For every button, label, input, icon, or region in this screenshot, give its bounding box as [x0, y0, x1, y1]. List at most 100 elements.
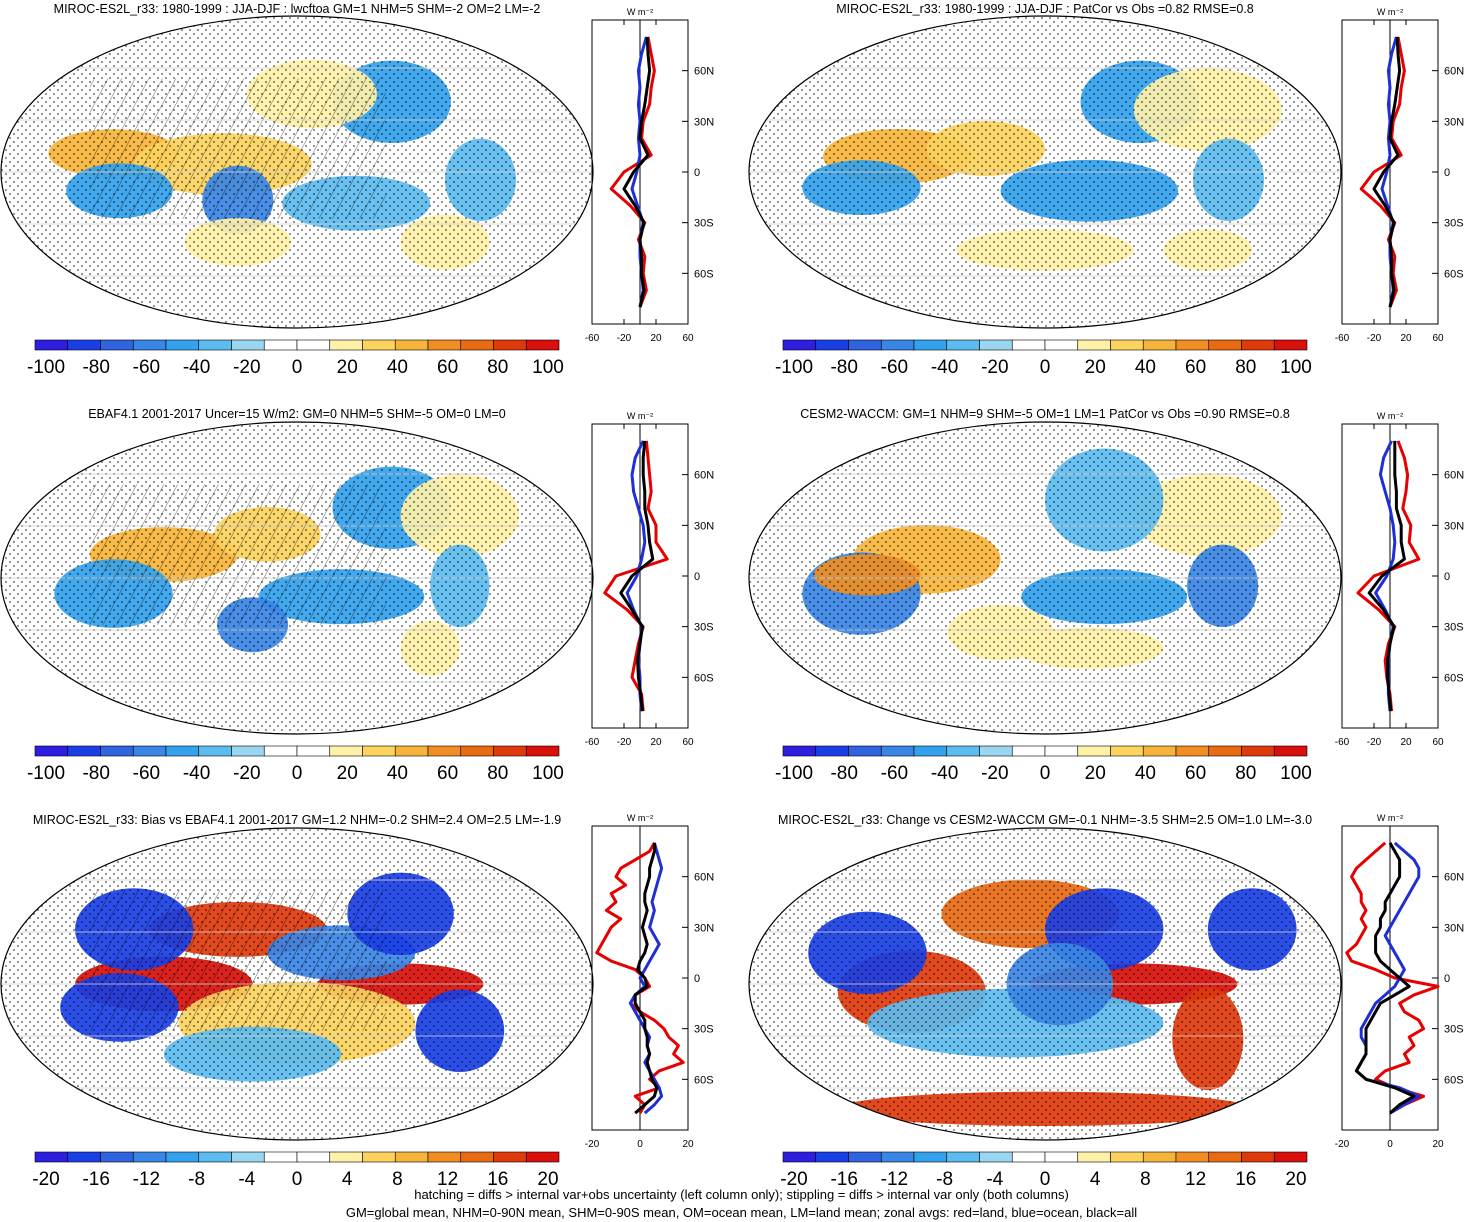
lat-tick-label: 30N: [1444, 922, 1464, 934]
colorbar-label: -16: [830, 1169, 857, 1190]
panel-6: MIROC-ES2L_r33: Change vs CESM2-WACCM GM…: [748, 813, 1464, 1190]
colorbar-swatch: [815, 1151, 849, 1163]
colorbar-swatch: [979, 339, 1013, 351]
colorbar-swatch: [913, 745, 948, 757]
global-map: [1, 16, 593, 328]
zonal-land-line: [609, 36, 656, 308]
colorbar-swatch: [1077, 745, 1111, 757]
colorbar-swatch: [198, 339, 232, 351]
colorbar-label: 20: [1085, 357, 1106, 378]
colorbar-swatch: [1208, 1151, 1242, 1163]
panel-5: MIROC-ES2L_r33: Bias vs EBAF4.1 2001-201…: [0, 813, 714, 1190]
colorbar-label: 0: [1040, 1169, 1051, 1190]
colorbar-swatch: [946, 339, 980, 351]
colorbar: -20 -16 -12 -8 -4 0 4 8 12 16 20: [32, 1151, 560, 1190]
colorbar-swatch: [329, 1151, 363, 1163]
x-tick-label: 0: [1387, 1139, 1393, 1150]
colorbar-label: 100: [1280, 763, 1312, 784]
colorbar-swatch: [946, 745, 980, 757]
lat-tick-label: 30N: [1444, 520, 1464, 532]
colorbar-swatch: [132, 339, 167, 351]
colorbar-swatch: [198, 1151, 232, 1163]
colorbar-swatch: [913, 339, 948, 351]
zonal-land-line: [1356, 440, 1421, 712]
colorbar-swatch: [329, 339, 363, 351]
colorbar-swatch: [946, 1151, 980, 1163]
colorbar-label: -80: [830, 763, 857, 784]
x-tick-label: 60: [682, 737, 694, 748]
zonal-unit-label: W m⁻²: [627, 813, 653, 823]
colorbar-swatch: [263, 1151, 298, 1163]
panel-4: CESM2-WACCM: GM=1 NHM=9 SHM=-5 OM=1 LM=1…: [748, 407, 1464, 784]
zonal-ocean-line: [1354, 841, 1421, 1115]
colorbar-swatch: [1142, 339, 1177, 351]
colorbar-label: 20: [1285, 1169, 1306, 1190]
colorbar-label: 0: [1040, 357, 1051, 378]
x-tick-label: 20: [650, 737, 662, 748]
colorbar-swatch: [34, 745, 69, 757]
colorbar-swatch: [848, 339, 882, 351]
colorbar-label: -20: [981, 763, 1008, 784]
footnote-hatching: hatching = diffs > internal var+obs unce…: [414, 1187, 1069, 1202]
colorbar-label: -8: [936, 1169, 953, 1190]
colorbar-swatch: [1011, 745, 1046, 757]
colorbar-swatch: [979, 745, 1013, 757]
colorbar-swatch: [848, 745, 882, 757]
colorbar-swatch: [67, 339, 101, 351]
colorbar-label: -40: [931, 763, 958, 784]
colorbar-swatch: [880, 339, 915, 351]
colorbar-label: 80: [1235, 357, 1256, 378]
colorbar: -100 -80 -60 -40 -20 0 20 40 60 80 100: [775, 339, 1312, 378]
colorbar-label: -12: [133, 1169, 160, 1190]
global-map: [749, 828, 1341, 1140]
colorbar-swatch: [427, 745, 462, 757]
colorbar-swatch: [1011, 1151, 1046, 1163]
zonal-unit-label: W m⁻²: [627, 411, 653, 421]
colorbar-swatch: [263, 339, 298, 351]
x-tick-label: 20: [682, 1139, 694, 1150]
zonal-unit-label: W m⁻²: [1377, 7, 1403, 17]
colorbar-label: -8: [188, 1169, 205, 1190]
colorbar-swatch: [493, 745, 527, 757]
colorbar-swatch: [493, 1151, 527, 1163]
x-tick-label: -20: [617, 333, 632, 344]
colorbar-swatch: [493, 339, 527, 351]
colorbar-label: -4: [986, 1169, 1003, 1190]
colorbar-label: 4: [1090, 1169, 1101, 1190]
colorbar-label: 0: [1040, 763, 1051, 784]
colorbar-swatch: [979, 1151, 1013, 1163]
lat-tick-label: 30N: [694, 922, 714, 934]
zonal-all-line: [622, 36, 652, 308]
colorbar-label: 100: [532, 763, 564, 784]
colorbar-swatch: [460, 1151, 494, 1163]
colorbar-label: -80: [82, 763, 109, 784]
panel-title: MIROC-ES2L_r33: Bias vs EBAF4.1 2001-201…: [33, 813, 561, 827]
colorbar-label: -20: [780, 1169, 807, 1190]
colorbar-swatch: [815, 339, 849, 351]
global-map: [749, 422, 1341, 734]
colorbar-swatch: [165, 745, 200, 757]
colorbar-swatch: [231, 745, 265, 757]
lat-tick-label: 0: [1444, 973, 1450, 985]
lat-tick-label: 0: [1444, 167, 1450, 179]
lat-tick-label: 60N: [1444, 66, 1464, 78]
colorbar-label: 40: [1135, 763, 1156, 784]
global-map: [1, 422, 593, 734]
lat-tick-label: 60S: [694, 672, 714, 684]
panel-3: EBAF4.1 2001-2017 Uncer=15 W/m2: GM=0 NH…: [0, 407, 714, 784]
colorbar-label: 20: [537, 1169, 558, 1190]
map-outline: [0, 15, 594, 329]
panel-title: MIROC-ES2L_r33: Change vs CESM2-WACCM GM…: [778, 813, 1312, 827]
colorbar-label: 60: [1185, 763, 1206, 784]
colorbar-swatch: [362, 745, 396, 757]
colorbar-swatch: [1110, 339, 1144, 351]
colorbar-swatch: [1011, 339, 1046, 351]
colorbar-label: 60: [437, 763, 458, 784]
panel-title: MIROC-ES2L_r33: 1980-1999 : JJA-DJF : lw…: [54, 2, 541, 16]
x-tick-label: -60: [1335, 737, 1350, 748]
lat-tick-label: 30N: [1444, 116, 1464, 128]
colorbar-label: 0: [292, 763, 303, 784]
colorbar-swatch: [460, 745, 494, 757]
colorbar-swatch: [1077, 1151, 1111, 1163]
